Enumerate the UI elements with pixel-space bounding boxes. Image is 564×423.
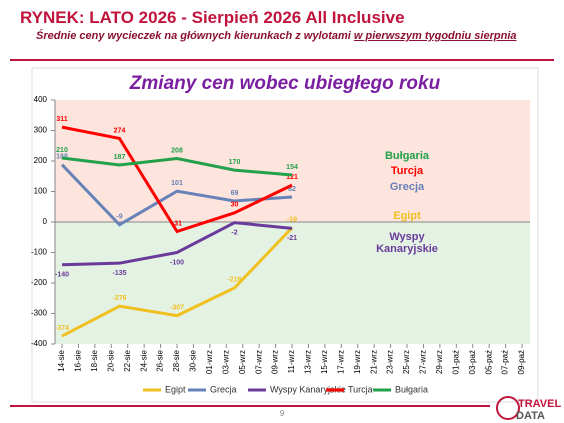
data-label: -140 xyxy=(55,272,69,279)
legend-label: Bułgaria xyxy=(395,384,428,394)
data-label: 154 xyxy=(286,164,298,171)
data-label: 274 xyxy=(114,127,126,134)
inline-series-label: Grecja xyxy=(389,181,425,193)
inline-series-label: Wyspy Kanaryjskie xyxy=(376,231,438,255)
legend-label: Turcja xyxy=(348,384,373,394)
x-tick-label: 09-wrz xyxy=(271,350,280,374)
positive-band xyxy=(55,100,530,222)
x-tick-label: 09-paź xyxy=(517,350,526,374)
y-tick-label: -400 xyxy=(31,339,48,348)
data-label: 311 xyxy=(56,116,67,123)
x-tick-label: 17-wrz xyxy=(336,350,345,374)
x-tick-label: 07-wrz xyxy=(254,350,263,374)
x-tick-label: 26-sie xyxy=(156,349,165,371)
inline-series-label: Turcja xyxy=(390,165,424,177)
x-tick-label: 21-wrz xyxy=(369,350,378,374)
data-label: -2 xyxy=(231,229,237,236)
x-tick-label: 15-wrz xyxy=(320,350,329,374)
data-label: -374 xyxy=(55,325,69,332)
y-tick-label: 100 xyxy=(34,187,48,196)
negative-band xyxy=(55,222,530,344)
logo-ring xyxy=(496,396,520,420)
series-line xyxy=(60,163,293,227)
x-tick-label: 19-wrz xyxy=(353,350,362,374)
y-tick-label: 200 xyxy=(34,156,48,165)
x-tick-label: 28-sie xyxy=(172,349,181,371)
slide-subtitle: Średnie ceny wycieczek na głównych kieru… xyxy=(36,30,517,42)
x-tick-label: 25-wrz xyxy=(402,350,411,374)
data-label: -31 xyxy=(172,220,182,227)
series-line xyxy=(61,221,293,267)
y-tick-label: 300 xyxy=(34,126,48,135)
series-line xyxy=(61,156,293,177)
data-label: 69 xyxy=(231,190,239,197)
data-label: 187 xyxy=(114,154,126,161)
series-line xyxy=(61,226,294,338)
x-tick-label: 30-sie xyxy=(189,349,198,371)
y-tick-label: -100 xyxy=(31,248,48,257)
data-label: 170 xyxy=(229,159,241,166)
chart-frame xyxy=(31,67,539,403)
x-tick-label: 24-sie xyxy=(139,349,148,371)
data-label: -9 xyxy=(116,214,122,221)
slide-title: RYNEK: LATO 2026 - Sierpień 2026 All Inc… xyxy=(20,8,405,27)
series-line xyxy=(61,125,293,234)
data-label: 208 xyxy=(171,147,183,154)
x-tick-label: 29-wrz xyxy=(435,350,444,374)
data-label: -19 xyxy=(287,217,297,224)
x-tick-label: 22-sie xyxy=(123,349,132,371)
x-tick-label: 11-wrz xyxy=(287,350,296,373)
x-tick-label: 03-paź xyxy=(468,350,477,374)
x-tick-label: 05-wrz xyxy=(238,350,247,374)
subtitle-text: Średnie ceny wycieczek na głównych kieru… xyxy=(36,30,351,42)
inline-series-label: Bułgaria xyxy=(384,150,429,162)
y-tick-label: 0 xyxy=(43,217,48,226)
logo-bottom: DATA xyxy=(516,410,545,422)
data-label: -135 xyxy=(112,270,126,277)
x-tick-label: 13-wrz xyxy=(304,350,313,374)
y-tick-label: 400 xyxy=(34,95,48,104)
legend-label: Grecja xyxy=(210,384,237,394)
x-tick-label: 23-wrz xyxy=(386,350,395,374)
x-tick-label: 16-sie xyxy=(74,349,83,371)
legend-label: Egipt xyxy=(165,384,186,394)
y-tick-label: -200 xyxy=(31,278,48,287)
legend-label: Wyspy Kanaryjskie xyxy=(270,384,346,394)
data-label: -276 xyxy=(112,295,126,302)
data-label: -216 xyxy=(228,277,242,284)
chart-title: Zmiany cen wobec ubiegłego roku xyxy=(129,73,441,94)
x-tick-label: 14-sie xyxy=(57,349,66,371)
x-tick-label: 20-sie xyxy=(106,349,115,371)
x-tick-label: 18-sie xyxy=(90,349,99,371)
x-tick-label: 27-wrz xyxy=(419,350,428,374)
logo-top: TRAVEL xyxy=(518,398,561,410)
x-tick-label: 05-paź xyxy=(484,350,493,374)
data-label: -21 xyxy=(287,235,297,242)
data-label: 210 xyxy=(56,147,68,154)
x-tick-label: 03-wrz xyxy=(221,350,230,374)
x-tick-label: 01-paź xyxy=(451,350,460,374)
inline-series-label: Egipt xyxy=(393,210,421,222)
data-label: 121 xyxy=(286,174,298,181)
data-label: 188 xyxy=(56,154,68,161)
data-label: 101 xyxy=(171,180,183,187)
y-tick-label: -300 xyxy=(31,309,48,318)
data-label: -100 xyxy=(170,259,184,266)
data-label: -307 xyxy=(170,304,184,311)
data-label: 30 xyxy=(231,202,239,209)
page-number: 9 xyxy=(280,409,285,418)
x-tick-label: 07-paź xyxy=(501,350,510,374)
x-tick-label: 01-wrz xyxy=(205,350,214,374)
subtitle-emphasis: w pierwszym tygodniu sierpnia xyxy=(353,30,517,42)
data-label: 82 xyxy=(288,186,296,193)
